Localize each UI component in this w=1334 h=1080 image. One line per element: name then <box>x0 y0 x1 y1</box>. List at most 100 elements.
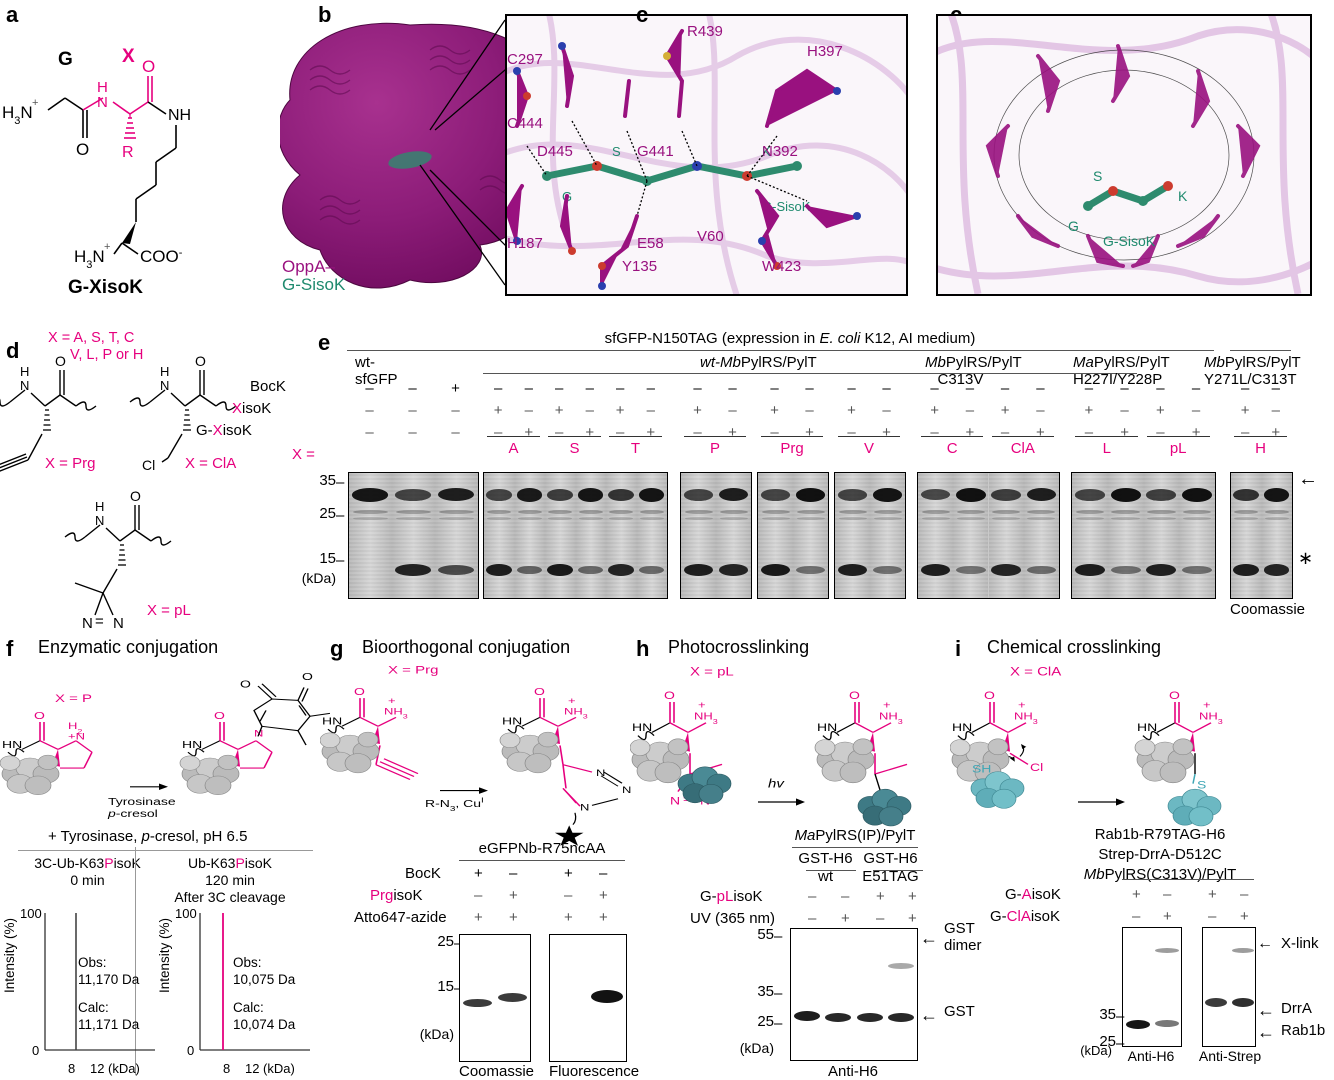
svg-text:Obs:: Obs: <box>233 955 262 970</box>
svg-text:N: N <box>670 795 680 807</box>
svg-text:O: O <box>534 686 545 698</box>
svg-text:X = ClA: X = ClA <box>1010 665 1062 678</box>
svg-text:G441: G441 <box>637 143 674 160</box>
svg-text:+: + <box>698 700 706 711</box>
svg-text:S: S <box>1093 168 1102 184</box>
svg-text:Y135: Y135 <box>622 258 657 275</box>
svg-text:O: O <box>984 689 995 701</box>
svg-text:+: + <box>1203 700 1211 711</box>
svg-text:SH: SH <box>972 763 991 775</box>
svg-text:HN: HN <box>952 721 972 733</box>
svg-text:R: R <box>122 144 134 161</box>
svg-text:HN: HN <box>817 721 837 733</box>
svg-text:8: 8 <box>68 1061 75 1076</box>
svg-text:E58: E58 <box>637 235 664 252</box>
svg-text:H: H <box>160 364 169 379</box>
svg-text:O: O <box>34 710 45 722</box>
svg-text:N: N <box>97 94 108 111</box>
svg-text:+: + <box>388 696 396 706</box>
svg-text:COO-: COO- <box>140 247 183 266</box>
svg-text:HN: HN <box>322 715 342 727</box>
svg-text:O: O <box>664 689 675 701</box>
svg-text:S: S <box>612 144 621 159</box>
svg-text:O: O <box>849 689 860 701</box>
svg-text:O: O <box>195 353 206 369</box>
svg-text:G-SisoK: G-SisoK <box>1103 233 1156 249</box>
svg-text:(kDa): (kDa) <box>108 1061 140 1076</box>
svg-text:+: + <box>1018 700 1026 711</box>
svg-text:S: S <box>1197 779 1206 791</box>
svg-text:H397: H397 <box>807 43 843 60</box>
svg-text:0: 0 <box>32 1043 39 1058</box>
svg-text:N392: N392 <box>762 143 798 160</box>
svg-text:N: N <box>160 378 169 393</box>
svg-text:O: O <box>76 140 89 159</box>
svg-text:100: 100 <box>20 906 42 921</box>
svg-text:HN: HN <box>2 739 22 751</box>
svg-text:Intensity (%): Intensity (%) <box>157 918 172 993</box>
svg-text:V, L, P or H: V, L, P or H <box>70 347 143 363</box>
svg-text:Calc:: Calc: <box>233 1000 264 1015</box>
svg-text:12: 12 <box>90 1061 104 1076</box>
svg-text:H3N: H3N <box>74 247 105 271</box>
svg-text:G-SisoK: G-SisoK <box>282 275 346 294</box>
svg-text:O: O <box>1169 689 1180 701</box>
svg-text:Cl: Cl <box>1030 761 1043 773</box>
svg-text:11,170 Da: 11,170 Da <box>78 972 140 987</box>
svg-text:=: = <box>95 613 104 630</box>
svg-text:X = A, S, T, C: X = A, S, T, C <box>48 330 134 346</box>
svg-text:hv: hv <box>768 777 785 790</box>
svg-text:Cl: Cl <box>142 457 155 473</box>
svg-text:OppA–: OppA– <box>282 257 335 276</box>
svg-text:10,075 Da: 10,075 Da <box>233 972 296 987</box>
svg-text:K: K <box>1178 188 1188 204</box>
svg-text:NH: NH <box>168 107 191 124</box>
svg-text:V60: V60 <box>697 228 724 245</box>
svg-text:C297: C297 <box>507 51 543 68</box>
svg-text:R-N3, CuI: R-N3, CuI <box>425 796 484 813</box>
svg-text:11,171 Da: 11,171 Da <box>78 1017 140 1032</box>
svg-text:G-XisoK: G-XisoK <box>68 277 143 298</box>
svg-text:HN: HN <box>632 721 652 733</box>
svg-text:X = pL: X = pL <box>147 602 191 619</box>
svg-text:O: O <box>142 57 155 76</box>
svg-text:O: O <box>302 671 313 683</box>
svg-text:N: N <box>95 513 104 528</box>
svg-text:X: X <box>122 46 135 67</box>
svg-text:0: 0 <box>187 1043 194 1058</box>
svg-text:H: H <box>20 364 29 379</box>
svg-text:N: N <box>580 803 589 813</box>
svg-text:Intensity (%): Intensity (%) <box>2 918 17 993</box>
svg-text:p-cresol: p-cresol <box>107 808 158 820</box>
svg-text:N: N <box>113 615 124 632</box>
svg-text:O: O <box>55 353 66 369</box>
svg-text:O: O <box>240 678 251 690</box>
svg-text:R439: R439 <box>687 23 723 40</box>
svg-text:+: + <box>32 97 38 109</box>
svg-text:G: G <box>1068 218 1079 234</box>
svg-text:C444: C444 <box>507 115 543 132</box>
svg-text:(kDa): (kDa) <box>263 1061 295 1076</box>
svg-text:Obs:: Obs: <box>78 955 107 970</box>
svg-text:H187: H187 <box>507 235 543 252</box>
svg-text:O: O <box>214 710 225 722</box>
svg-text:H: H <box>95 499 104 514</box>
svg-text:O: O <box>354 686 365 698</box>
svg-text:+: + <box>883 700 891 711</box>
svg-text:+N: +N <box>68 732 85 742</box>
svg-text:X = pL: X = pL <box>690 665 734 678</box>
svg-text:12: 12 <box>245 1061 259 1076</box>
svg-text:O: O <box>130 488 141 504</box>
svg-text:10,074 Da: 10,074 Da <box>233 1017 296 1032</box>
svg-text:Tyrosinase: Tyrosinase <box>108 796 176 808</box>
svg-text:X = P: X = P <box>55 692 92 704</box>
svg-text:N: N <box>596 768 605 778</box>
svg-text:100: 100 <box>175 906 197 921</box>
svg-text:X = Prg: X = Prg <box>45 455 95 472</box>
svg-text:D445: D445 <box>537 143 573 160</box>
svg-text:HN: HN <box>502 715 522 727</box>
svg-text:X = Prg: X = Prg <box>388 664 438 677</box>
svg-text:H3N: H3N <box>2 103 33 127</box>
svg-text:8: 8 <box>223 1061 230 1076</box>
svg-text:+: + <box>568 696 576 706</box>
